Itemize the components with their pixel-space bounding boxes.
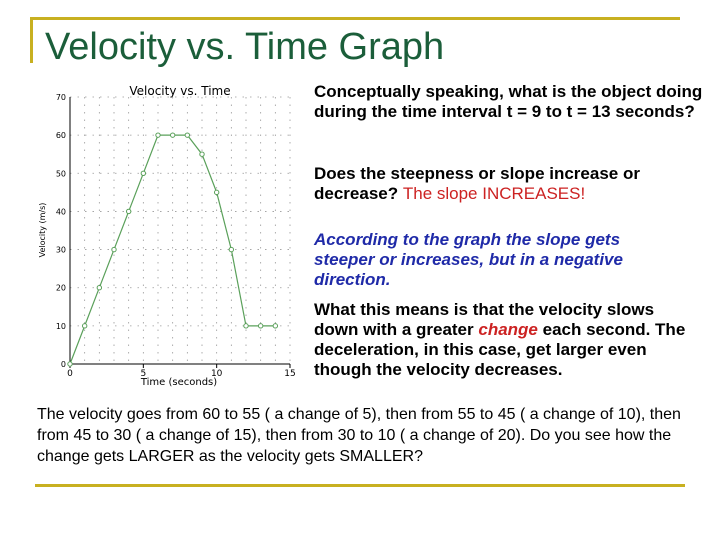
meaning-text-end: each second. The deceleration, in this c… bbox=[314, 320, 686, 379]
data-point bbox=[213, 189, 220, 196]
x-tick-label: 0 bbox=[67, 369, 73, 379]
chart-ticks: 0 5 10 15 0 10 20 30 40 50 60 70 bbox=[56, 93, 296, 379]
velocity-series bbox=[67, 132, 279, 367]
y-axis-label: Velocity (m/s) bbox=[38, 203, 47, 258]
y-tick-label: 30 bbox=[56, 246, 66, 255]
summary-paragraph: The velocity goes from 60 to 55 ( a chan… bbox=[37, 406, 681, 465]
x-axis-label: Time (seconds) bbox=[140, 377, 217, 388]
data-point bbox=[257, 323, 264, 329]
y-tick-label: 0 bbox=[61, 360, 66, 369]
meaning-text-start: What this means is that the velocity slo… bbox=[314, 300, 655, 339]
y-tick-label: 50 bbox=[56, 169, 66, 178]
data-point bbox=[155, 132, 161, 138]
left-rule bbox=[30, 17, 33, 63]
slide-title: Velocity vs. Time Graph bbox=[45, 26, 445, 68]
velocity-time-chart: Velocity vs. Time 0 5 10 15010203040506070 … bbox=[38, 84, 296, 388]
data-point bbox=[184, 132, 191, 138]
chart-grid bbox=[70, 96, 291, 364]
y-tick-label: 20 bbox=[56, 284, 66, 293]
data-point bbox=[228, 246, 235, 253]
x-tick-label: 5 bbox=[140, 369, 146, 379]
question-2-answer: The slope INCREASES! bbox=[402, 184, 586, 203]
meaning-highlight: change bbox=[478, 320, 538, 339]
data-point bbox=[243, 323, 249, 329]
bottom-rule bbox=[35, 484, 685, 487]
y-tick-label: 10 bbox=[56, 322, 66, 331]
y-tick-label: 60 bbox=[56, 131, 66, 140]
data-point bbox=[81, 323, 88, 329]
y-tick-label: 40 bbox=[56, 207, 66, 216]
top-rule bbox=[30, 17, 680, 20]
data-point bbox=[67, 361, 73, 367]
data-point bbox=[111, 246, 117, 253]
x-tick-label: 15 bbox=[284, 369, 295, 379]
meaning-paragraph: What this means is that the velocity slo… bbox=[314, 300, 689, 380]
question-2-text: Does the steepness or slope increase or … bbox=[314, 164, 640, 203]
data-point bbox=[272, 323, 279, 329]
chart-title: Velocity vs. Time bbox=[129, 84, 230, 98]
question-1: Conceptually speaking, what is the objec… bbox=[314, 82, 703, 121]
slope-explanation: According to the graph the slope gets st… bbox=[314, 230, 623, 289]
y-tick-label: 70 bbox=[56, 93, 66, 102]
data-point bbox=[140, 170, 147, 176]
data-point bbox=[96, 285, 103, 291]
x-tick-label: 10 bbox=[211, 369, 223, 379]
data-point bbox=[169, 132, 176, 138]
data-point bbox=[125, 208, 132, 215]
data-point bbox=[199, 151, 205, 157]
question-2: Does the steepness or slope increase or … bbox=[314, 164, 714, 204]
